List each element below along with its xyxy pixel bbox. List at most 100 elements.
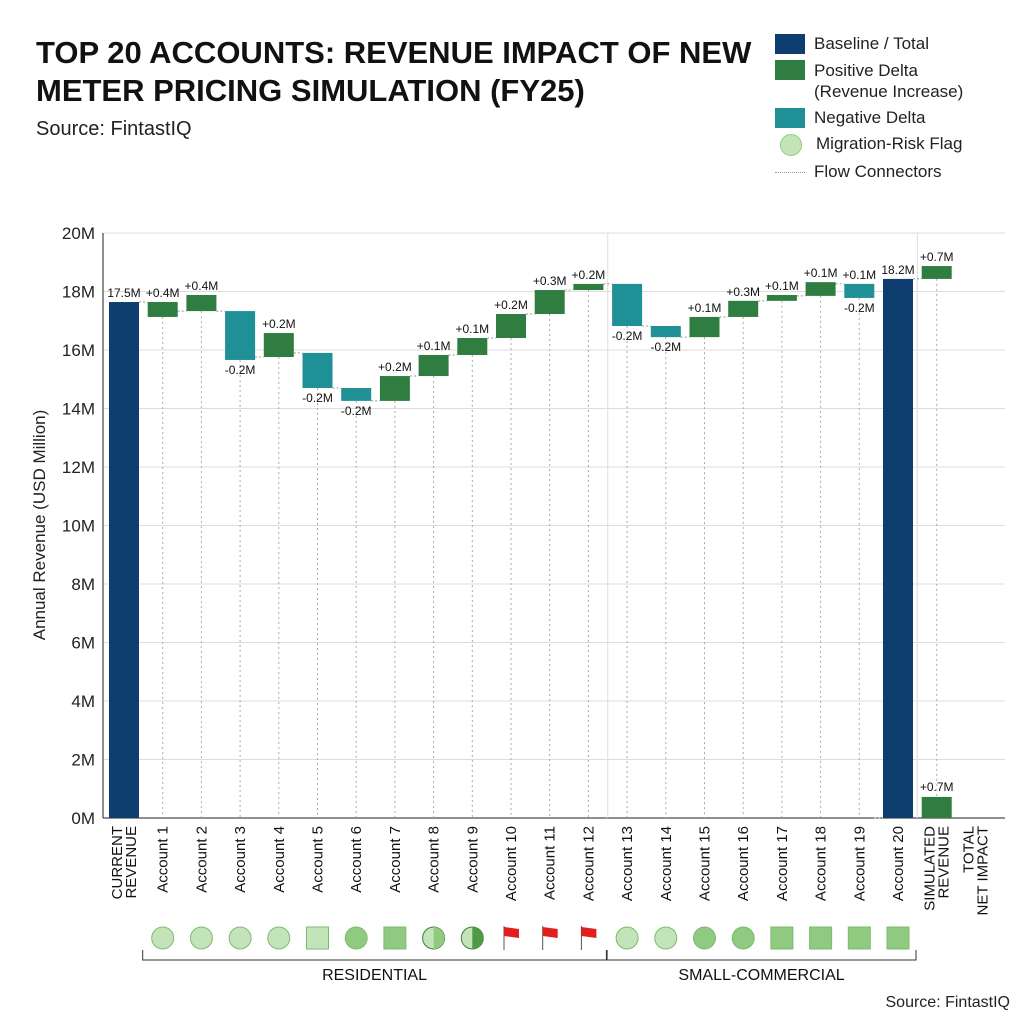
legend-label: Negative Delta	[814, 108, 926, 127]
bar-negative	[612, 283, 643, 327]
data-label: -0.2M	[612, 329, 643, 343]
migration-circle-marker	[228, 926, 252, 950]
data-label: 18.2M	[881, 263, 914, 277]
bar-positive	[457, 338, 488, 355]
data-label: -0.2M	[302, 391, 333, 405]
y-tick-label: 4M	[71, 692, 95, 711]
bar-positive	[186, 295, 217, 312]
migration-circle-marker	[654, 926, 678, 950]
bar-negative	[225, 311, 256, 360]
flag-swatch	[780, 134, 802, 156]
bar-positive	[921, 266, 952, 279]
data-label: +0.3M	[726, 285, 760, 299]
data-label: +0.4M	[185, 279, 219, 293]
group-label: RESIDENTIAL	[322, 967, 427, 984]
data-label: -0.2M	[225, 363, 256, 377]
migration-circle-marker	[189, 926, 213, 950]
x-tick-label: TOTALNET IMPACT	[960, 826, 991, 915]
y-tick-label: 10M	[62, 517, 95, 536]
x-tick-label: Account 2	[193, 826, 210, 893]
bar-negative	[844, 283, 875, 298]
data-label: +0.7M	[920, 780, 954, 794]
y-tick-label: 12M	[62, 458, 95, 477]
x-tick-label: Account 7	[387, 826, 404, 893]
y-tick-label: 14M	[62, 400, 95, 419]
migration-square-marker	[809, 926, 833, 950]
x-tick-label: Account 9	[464, 826, 481, 893]
y-tick-label: 8M	[71, 575, 95, 594]
bar-negative	[341, 388, 372, 401]
migration-circle-marker	[731, 926, 755, 950]
data-label: +0.2M	[262, 317, 296, 331]
x-tick-label: CURRENTREVENUE	[109, 826, 140, 899]
bar-negative	[302, 352, 333, 389]
data-label: +0.1M	[688, 301, 722, 315]
data-label: -0.2M	[341, 404, 372, 418]
x-tick-label: Account 18	[813, 826, 830, 901]
migration-square-marker	[306, 926, 329, 950]
bar-net-impact	[921, 796, 952, 818]
data-label: +0.1M	[842, 268, 876, 282]
migration-flag-icon	[504, 927, 519, 938]
bar-positive	[573, 283, 604, 291]
migration-square-marker	[770, 926, 794, 950]
x-tick-label: Account 4	[271, 826, 288, 893]
migration-circle-marker	[151, 926, 175, 950]
migration-circle-marker	[344, 926, 368, 950]
data-label: +0.7M	[920, 250, 954, 264]
y-tick-label: 2M	[71, 751, 95, 770]
legend-item-flag: Migration-Risk Flag	[775, 134, 994, 156]
negative-swatch	[775, 108, 805, 128]
bar-positive	[379, 376, 410, 401]
group-label: SMALL-COMMERCIAL	[678, 967, 844, 984]
migration-square-marker	[886, 926, 910, 950]
x-tick-label: SIMULATEDREVENUE	[922, 826, 953, 911]
legend-label: Positive Delta (Revenue Increase)	[814, 61, 964, 101]
data-label: +0.2M	[572, 268, 606, 282]
x-tick-label: Account 1	[155, 826, 172, 893]
x-tick-label: Account 13	[619, 826, 636, 901]
bar-baseline	[883, 278, 913, 818]
bar-positive	[728, 300, 759, 317]
positive-swatch	[775, 60, 805, 80]
legend-label: Migration-Risk Flag	[816, 134, 963, 153]
data-label: +0.1M	[804, 266, 838, 280]
bar-positive	[689, 316, 720, 338]
x-tick-label: Account 6	[348, 826, 365, 893]
x-tick-label: Account 19	[851, 826, 868, 901]
x-tick-label: Account 15	[697, 826, 714, 901]
bar-positive	[805, 282, 836, 296]
migration-flag-icon	[581, 927, 597, 938]
y-tick-label: 18M	[62, 283, 95, 302]
bar-positive	[147, 302, 178, 317]
y-tick-label: 0M	[71, 809, 95, 828]
x-tick-label: Account 16	[735, 826, 752, 901]
x-tick-label: Account 17	[774, 826, 791, 901]
chart-subtitle: Source: FintastIQ	[36, 118, 192, 140]
legend-label: Flow Connectors	[814, 162, 942, 181]
baseline-swatch	[775, 34, 805, 54]
migration-circle-marker	[693, 926, 716, 950]
x-tick-label: Account 14	[658, 826, 675, 901]
x-tick-label: Account 11	[542, 826, 559, 900]
x-tick-label: Account 8	[426, 826, 443, 893]
data-label: +0.1M	[455, 322, 489, 336]
y-tick-label: 6M	[71, 634, 95, 653]
y-tick-label: 20M	[62, 224, 95, 243]
data-label: -0.2M	[844, 301, 875, 315]
x-tick-label: Account 20	[890, 826, 907, 901]
migration-circle-marker	[615, 926, 639, 950]
data-label: 17.5M	[107, 286, 140, 300]
x-tick-label: Account 5	[310, 826, 327, 893]
legend-label: Baseline / Total	[814, 34, 929, 53]
migration-half-fill	[472, 927, 484, 949]
x-tick-label: Account 10	[503, 826, 520, 901]
footer-source: Source: FintastIQ	[885, 994, 1011, 1011]
data-label: +0.1M	[417, 339, 451, 353]
data-label: -0.2M	[650, 340, 681, 354]
bar-positive	[766, 295, 797, 301]
migration-square-marker	[847, 926, 871, 950]
bar-negative	[650, 326, 681, 338]
legend-item-positive: Positive Delta (Revenue Increase)	[775, 60, 994, 102]
